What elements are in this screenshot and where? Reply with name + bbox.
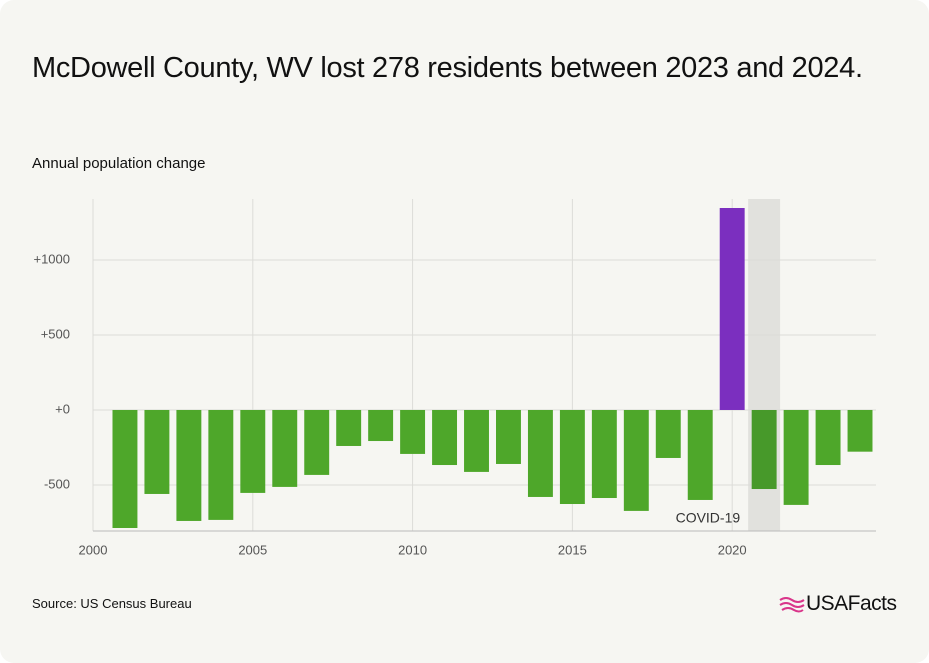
- bar: [240, 409, 266, 493]
- bar: [496, 409, 521, 464]
- x-tick-label: 2020: [718, 542, 747, 557]
- bar: [527, 409, 553, 497]
- bar: [559, 409, 585, 505]
- bar: [751, 409, 777, 490]
- bar: [112, 409, 138, 529]
- bar: [655, 409, 681, 458]
- subtitle: Annual population change: [32, 155, 206, 172]
- bar: [400, 409, 426, 454]
- x-tick-label: 2000: [79, 542, 108, 557]
- bar: [783, 409, 809, 505]
- annotation: COVID-19: [676, 510, 741, 526]
- x-tick-label: 2005: [238, 542, 267, 557]
- bar: [176, 409, 202, 521]
- bar: [464, 409, 489, 472]
- bar: [623, 409, 649, 511]
- bar: [208, 409, 234, 520]
- bar: [144, 409, 170, 494]
- brand: USAFacts: [806, 592, 897, 615]
- bar: [336, 409, 362, 446]
- x-tick-label: 2015: [558, 542, 587, 557]
- bar: [368, 409, 394, 442]
- y-tick-label: +0: [55, 401, 70, 416]
- y-tick-label: +500: [41, 326, 70, 341]
- y-tick-label: +1000: [33, 251, 70, 266]
- bar: [847, 409, 873, 452]
- bar: [591, 409, 617, 499]
- source: Source: US Census Bureau: [32, 596, 192, 611]
- bar: [432, 409, 458, 466]
- bar: [304, 409, 330, 475]
- y-tick-label: -500: [44, 476, 70, 491]
- bar: [719, 207, 745, 410]
- chart-title: McDowell County, WV lost 278 residents b…: [32, 52, 863, 84]
- bar: [272, 409, 298, 487]
- x-tick-label: 2010: [398, 542, 427, 557]
- bar: [815, 409, 841, 466]
- bar: [687, 409, 713, 500]
